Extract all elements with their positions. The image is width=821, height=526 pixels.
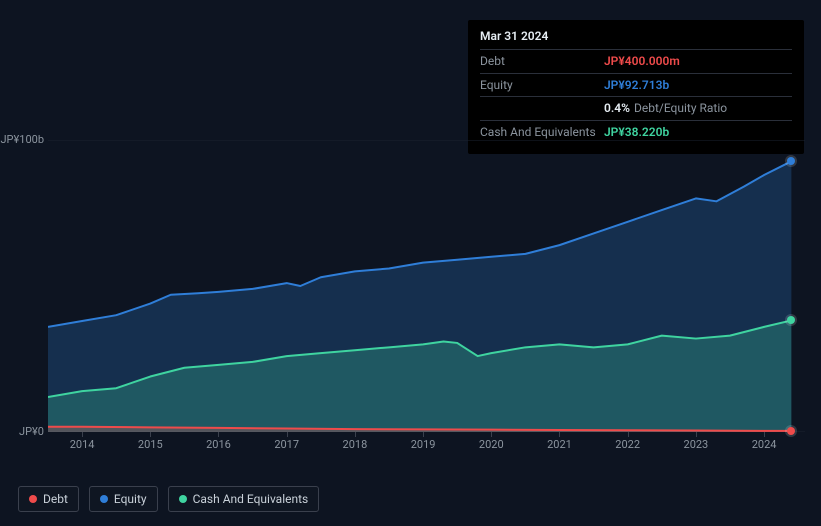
- x-axis-label: 2017: [274, 438, 299, 451]
- tooltip-value: 0.4%: [604, 100, 630, 117]
- x-axis-tick: [218, 432, 219, 437]
- tooltip-row: EquityJP¥92.713b: [480, 73, 792, 97]
- x-axis-tick: [355, 432, 356, 437]
- x-axis-tick: [696, 432, 697, 437]
- legend-dot-icon: [100, 495, 108, 503]
- tooltip-label: [480, 100, 604, 117]
- x-axis-label: 2023: [684, 438, 709, 451]
- legend-item-cash[interactable]: Cash And Equivalents: [168, 486, 320, 512]
- y-axis-label: JP¥100b: [0, 133, 44, 146]
- y-axis-label: JP¥0: [0, 425, 44, 438]
- x-axis-tick: [764, 432, 765, 437]
- tooltip-note: Debt/Equity Ratio: [634, 100, 727, 117]
- legend-dot-icon: [29, 495, 37, 503]
- tooltip-title: Mar 31 2024: [480, 28, 792, 49]
- legend-label: Debt: [43, 492, 68, 506]
- tooltip-label: Debt: [480, 53, 604, 70]
- x-axis-tick: [491, 432, 492, 437]
- tooltip-row: 0.4%Debt/Equity Ratio: [480, 96, 792, 120]
- x-axis-label: 2020: [479, 438, 504, 451]
- chart-container: Mar 31 2024 DebtJP¥400.000mEquityJP¥92.7…: [0, 0, 821, 526]
- tooltip-row: DebtJP¥400.000m: [480, 49, 792, 73]
- x-axis-label: 2024: [752, 438, 777, 451]
- x-axis-label: 2022: [615, 438, 640, 451]
- legend: Debt Equity Cash And Equivalents: [18, 486, 319, 512]
- x-axis-label: 2021: [547, 438, 572, 451]
- tooltip-value: JP¥92.713b: [604, 77, 669, 94]
- tooltip-label: Equity: [480, 77, 604, 94]
- legend-item-debt[interactable]: Debt: [18, 486, 79, 512]
- x-axis-tick: [150, 432, 151, 437]
- series-marker-cash: [787, 316, 795, 324]
- x-axis-tick: [82, 432, 83, 437]
- legend-dot-icon: [179, 495, 187, 503]
- legend-label: Equity: [114, 492, 147, 506]
- x-axis-tick: [423, 432, 424, 437]
- x-axis-label: 2018: [343, 438, 368, 451]
- x-axis-labels: 2014 2015 2016 2017 2018 2019 2020 2021 2022 2023…: [48, 438, 805, 458]
- legend-item-equity[interactable]: Equity: [89, 486, 158, 512]
- series-marker-equity: [787, 157, 795, 165]
- x-axis-tick: [287, 432, 288, 437]
- series-marker-debt: [787, 427, 795, 435]
- x-axis-label: 2016: [206, 438, 231, 451]
- chart-area: JP¥0 JP¥100b 2014 2015 2016 2017 2018 2019 2020…: [0, 120, 821, 470]
- x-axis-label: 2014: [70, 438, 95, 451]
- x-axis-tick: [559, 432, 560, 437]
- tooltip-value: JP¥400.000m: [604, 53, 680, 70]
- legend-label: Cash And Equivalents: [193, 492, 309, 506]
- x-axis-label: 2015: [138, 438, 163, 451]
- plot[interactable]: [48, 140, 805, 432]
- x-axis-tick: [628, 432, 629, 437]
- x-axis-label: 2019: [411, 438, 436, 451]
